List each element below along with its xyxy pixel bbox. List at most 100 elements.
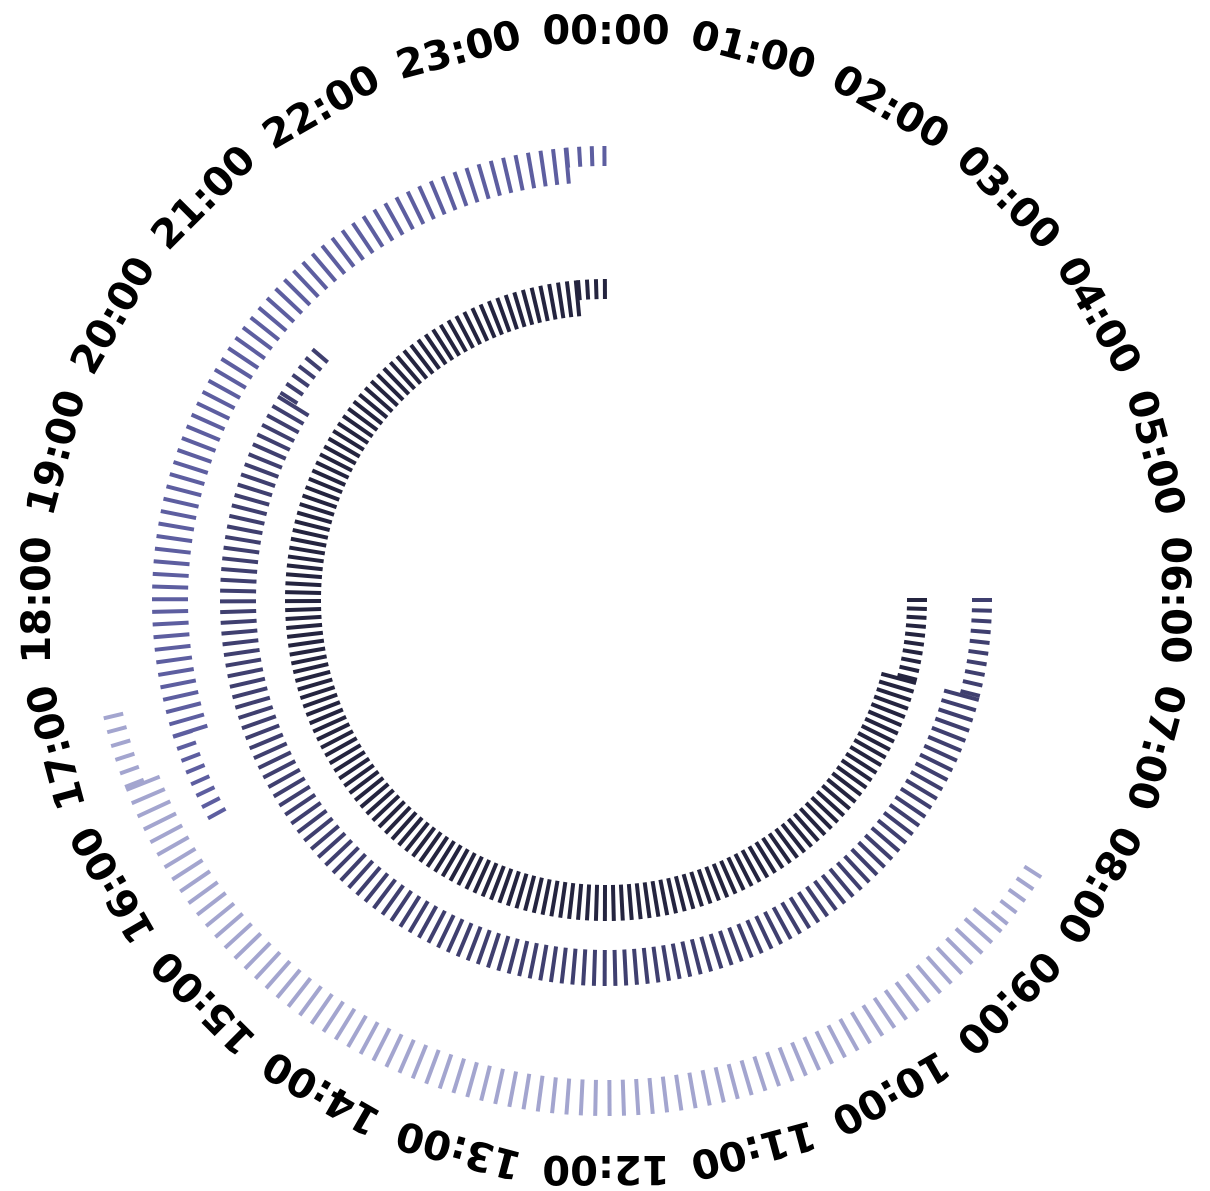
activity-tick — [172, 460, 209, 475]
activity-ring-1 — [284, 278, 927, 922]
activity-tick — [864, 716, 899, 736]
hour-label: 18:00 — [14, 536, 60, 663]
activity-tick — [805, 885, 830, 918]
activity-tick — [680, 941, 693, 978]
activity-tick — [371, 794, 401, 823]
activity-tick — [960, 689, 981, 698]
activity-tick — [365, 788, 395, 816]
activity-tick — [966, 659, 987, 667]
activity-tick — [319, 452, 353, 473]
activity-tick — [520, 289, 535, 326]
activity-tick — [774, 827, 799, 859]
activity-tick — [171, 858, 204, 882]
activity-rings — [103, 145, 1043, 1117]
activity-tick — [308, 476, 343, 495]
activity-tick — [661, 944, 672, 982]
activity-tick — [220, 618, 257, 625]
activity-tick — [835, 861, 863, 891]
activity-tick — [372, 878, 397, 910]
activity-tick — [201, 389, 236, 411]
hour-label: 05:00 — [1117, 385, 1194, 520]
activity-tick — [497, 868, 514, 904]
activity-tick — [424, 1049, 441, 1085]
activity-tick — [247, 452, 283, 470]
activity-tick — [489, 865, 506, 901]
activity-tick — [727, 926, 744, 963]
activity-tick — [843, 854, 871, 884]
activity-tick — [788, 896, 812, 930]
activity-tick — [452, 171, 469, 207]
activity-tick — [372, 208, 395, 242]
activity-tick — [152, 571, 189, 578]
activity-tick — [861, 1004, 885, 1037]
activity-tick — [480, 862, 499, 898]
activity-tick — [990, 909, 1009, 926]
activity-tick — [361, 215, 385, 248]
activity-tick — [719, 859, 738, 895]
activity-tick — [883, 989, 909, 1021]
activity-tick — [826, 1024, 847, 1059]
activity-tick — [304, 356, 323, 372]
activity-tick — [237, 705, 274, 720]
activity-tick — [556, 282, 566, 319]
activity-tick — [935, 946, 964, 976]
activity-tick — [290, 801, 322, 826]
activity-tick — [831, 771, 863, 797]
activity-tick — [813, 879, 838, 912]
activity-tick — [700, 1069, 712, 1106]
activity-tick — [740, 849, 762, 883]
activity-tick — [301, 493, 338, 510]
activity-tick — [909, 770, 944, 792]
activity-tick — [666, 877, 678, 914]
activity-tick — [204, 901, 236, 928]
activity-tick — [970, 628, 991, 635]
activity-tick — [538, 285, 550, 322]
activity-tick — [906, 614, 927, 620]
activity-tick — [943, 688, 980, 702]
activity-tick — [428, 180, 447, 216]
activity-tick — [201, 796, 221, 809]
activity-tick — [699, 936, 714, 972]
activity-tick — [285, 606, 322, 613]
activity-tick — [620, 1079, 627, 1116]
activity-tick — [286, 563, 323, 572]
activity-tick — [222, 638, 259, 647]
activity-tick — [797, 891, 821, 924]
activity-tick — [506, 938, 520, 975]
activity-tick — [937, 707, 974, 723]
activity-tick — [223, 922, 253, 950]
activity-tick — [438, 323, 461, 357]
activity-tick — [945, 936, 974, 966]
activity-tick — [265, 296, 296, 324]
activity-tick — [618, 884, 625, 921]
activity-tick — [297, 677, 333, 692]
activity-tick — [286, 630, 324, 639]
activity-tick — [425, 835, 450, 868]
activity-tick — [221, 567, 258, 574]
activity-tick — [465, 1061, 479, 1098]
activity-tick — [411, 826, 437, 858]
activity-tick — [272, 776, 306, 799]
activity-tick — [804, 801, 833, 830]
activity-tick — [465, 926, 483, 962]
activity-tick — [455, 922, 474, 958]
activity-tick — [221, 628, 258, 636]
activity-tick — [704, 866, 721, 902]
activity-tick — [298, 985, 323, 1017]
hour-label: 11:00 — [686, 1111, 821, 1188]
activity-tick — [591, 949, 598, 986]
activity-tick — [689, 938, 703, 975]
activity-tick — [172, 723, 208, 739]
activity-tick — [330, 236, 356, 268]
activity-tick — [564, 281, 574, 318]
activity-ring-2 — [219, 347, 992, 987]
activity-tick — [243, 941, 272, 971]
activity-tick — [771, 906, 793, 940]
activity-tick — [531, 877, 544, 914]
activity-tick — [228, 513, 265, 526]
hour-label: 13:00 — [391, 1111, 526, 1188]
activity-tick — [179, 869, 212, 894]
activity-tick — [470, 307, 490, 342]
activity-tick — [593, 884, 600, 921]
activity-tick — [681, 873, 696, 910]
